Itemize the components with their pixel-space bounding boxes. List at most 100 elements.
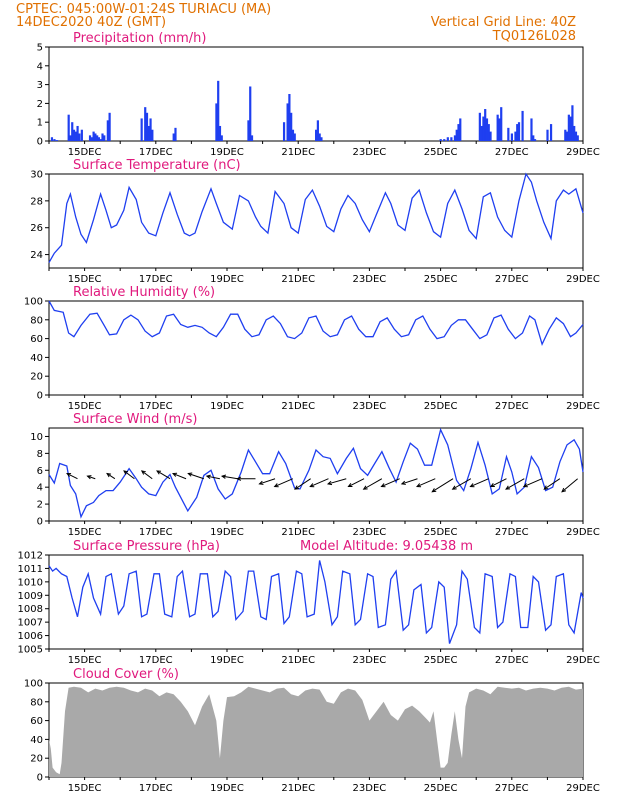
temperature-xtick-label: 17DEC xyxy=(139,274,173,285)
wind-wind-vector xyxy=(401,478,418,485)
cloud-title: Cloud Cover (%) xyxy=(73,667,179,682)
humidity-xtick-label: 23DEC xyxy=(353,401,387,412)
pressure-ytick-label: 1007 xyxy=(18,618,43,629)
wind-wind-arrowhead xyxy=(561,487,567,493)
precipitation-bar xyxy=(99,139,102,141)
temperature-xtick-label: 29DEC xyxy=(566,274,600,285)
cloud-xtick-label: 29DEC xyxy=(566,783,600,794)
precipitation-title: Precipitation (mm/h) xyxy=(73,31,206,46)
wind-wind-vector xyxy=(274,478,294,487)
precipitation-xtick-label: 19DEC xyxy=(210,147,244,158)
precipitation-bar xyxy=(74,131,77,141)
wind-wind-arrowhead xyxy=(309,483,315,488)
wind-wind-vector xyxy=(188,473,205,480)
precipitation-bar xyxy=(106,120,109,141)
humidity-xtick-label: 21DEC xyxy=(281,401,315,412)
humidity-xtick-label: 17DEC xyxy=(139,401,173,412)
wind-wind-arrowhead xyxy=(220,474,227,479)
pressure-xtick-label: 15DEC xyxy=(68,655,102,666)
precipitation-bar xyxy=(290,112,293,141)
precipitation-bar xyxy=(565,131,569,141)
wind-wind-vector xyxy=(66,473,78,480)
temperature-ytick-label: 30 xyxy=(30,170,43,181)
pressure-xtick-label: 25DEC xyxy=(424,655,458,666)
wind-wind-arrowhead xyxy=(543,485,549,490)
precipitation-bar xyxy=(521,110,524,141)
precipitation-bar xyxy=(533,139,537,141)
wind-wind-vector xyxy=(310,478,329,487)
cloud-xtick-label: 23DEC xyxy=(353,783,387,794)
pressure-annotation: Model Altitude: 9.05438 m xyxy=(300,539,473,554)
cloud-xtick-label: 19DEC xyxy=(210,783,244,794)
precipitation-bar xyxy=(288,94,291,141)
wind-series-line xyxy=(48,427,584,519)
precipitation-bar xyxy=(282,122,286,141)
pressure-xtick-label: 21DEC xyxy=(281,655,315,666)
precipitation-bar xyxy=(567,114,570,141)
precipitation-bar xyxy=(318,133,321,141)
wind-xtick-label: 21DEC xyxy=(281,527,315,538)
precipitation-bar xyxy=(517,122,521,141)
pressure-frame xyxy=(48,554,584,650)
humidity-title: Relative Humidity (%) xyxy=(73,285,215,300)
humidity-ytick-label: 80 xyxy=(30,315,43,326)
header-station: CPTEC: 045:00W-01:24S TURIACU (MA) xyxy=(16,2,271,17)
precipitation-bar xyxy=(218,125,222,141)
precipitation-bar xyxy=(145,112,149,141)
precipitation-bar xyxy=(71,122,74,141)
precipitation-panel: 0 1 2 3 4 5 15DEC 17DEC 19DEC 21DEC 23DEC 25DEC 27DE… xyxy=(37,31,600,158)
wind-wind-arrowhead xyxy=(106,472,112,478)
pressure-ytick-label: 1009 xyxy=(18,591,43,602)
precipitation-bar xyxy=(453,135,457,141)
wind-wind-vector xyxy=(523,478,543,487)
precipitation-bar xyxy=(532,135,535,141)
precipitation-bar xyxy=(443,139,446,141)
precipitation-xtick-label: 17DEC xyxy=(139,147,173,158)
precipitation-bar xyxy=(50,137,54,141)
precipitation-xtick-label: 23DEC xyxy=(353,147,387,158)
pressure-xtick-label: 17DEC xyxy=(139,655,173,666)
wind-wind-arrowhead xyxy=(187,472,193,477)
cloud-xtick-label: 25DEC xyxy=(424,783,458,794)
wind-ytick-label: 0 xyxy=(37,517,43,528)
pressure-title: Surface Pressure (hPa) xyxy=(73,539,220,554)
cloud-ytick-label: 80 xyxy=(30,697,43,708)
cloud-panel: 0 20 40 60 80 100 15DEC 17DEC 19DEC 21DEC 23DEC 25D… xyxy=(24,667,600,794)
precipitation-xtick-label: 25DEC xyxy=(424,147,458,158)
temperature-ytick-label: 24 xyxy=(30,250,43,261)
wind-wind-arrowhead xyxy=(451,485,457,490)
humidity-xtick-label: 19DEC xyxy=(210,401,244,412)
precipitation-bar xyxy=(76,125,79,141)
precipitation-ytick-label: 4 xyxy=(37,61,43,72)
precipitation-bar xyxy=(500,107,503,141)
pressure-ytick-label: 1005 xyxy=(18,645,43,656)
wind-wind-vector xyxy=(543,478,561,490)
cloud-area xyxy=(49,686,583,777)
humidity-frame xyxy=(48,300,584,396)
pressure-ytick-label: 1006 xyxy=(18,631,43,642)
precipitation-bar xyxy=(80,129,83,141)
precipitation-bar xyxy=(510,133,513,141)
wind-wind-arrowhead xyxy=(140,470,146,475)
pressure-ytick-label: 1008 xyxy=(18,604,43,615)
precipitation-ytick-label: 5 xyxy=(37,43,43,54)
precipitation-bar xyxy=(220,135,223,141)
pressure-ytick-label: 1010 xyxy=(18,577,43,588)
humidity-xtick-label: 25DEC xyxy=(424,401,458,412)
precipitation-xtick-label: 21DEC xyxy=(281,147,315,158)
precipitation-bar xyxy=(247,120,250,141)
wind-wind-vector xyxy=(106,473,116,480)
precipitation-bar xyxy=(516,124,519,141)
precipitation-bar xyxy=(250,135,254,141)
wind-wind-vector xyxy=(348,478,365,487)
precipitation-xtick-label: 15DEC xyxy=(68,147,102,158)
humidity-ytick-label: 0 xyxy=(37,391,43,402)
temperature-xtick-label: 15DEC xyxy=(68,274,102,285)
precipitation-bar xyxy=(147,125,150,141)
wind-wind-arrowhead xyxy=(205,474,211,479)
precipitation-ytick-label: 0 xyxy=(37,137,43,148)
precipitation-bar xyxy=(320,137,323,141)
wind-wind-vector xyxy=(123,470,135,480)
precipitation-bar xyxy=(72,129,76,141)
